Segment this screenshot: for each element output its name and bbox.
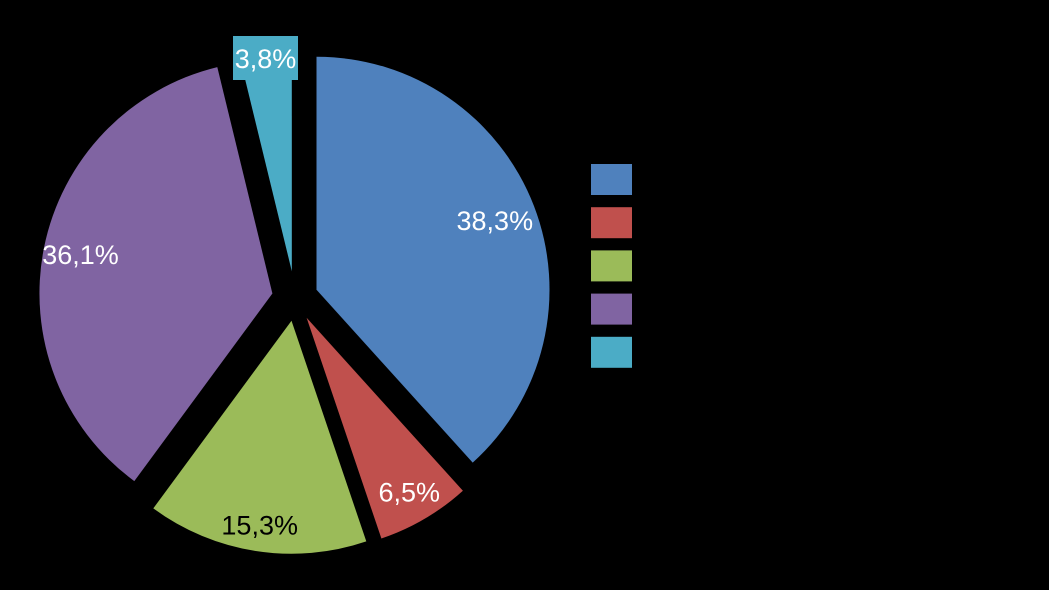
- legend-swatch-1: [591, 164, 632, 195]
- pie-labels: 38,3% 6,5% 15,3% 36,1% 3,8%: [42, 36, 533, 541]
- pie-slice-5-label: 3,8%: [235, 44, 297, 74]
- legend-swatch-5: [591, 336, 632, 368]
- pie-slice-4-label: 36,1%: [42, 240, 119, 270]
- pie-slice-5: [236, 38, 292, 272]
- pie-slice-5-callout-box: [233, 36, 298, 80]
- pie-slice-1: [316, 56, 550, 463]
- chart-legend: [591, 164, 632, 368]
- pie-slice-3: [153, 320, 367, 554]
- pie-slice-2-label: 6,5%: [379, 478, 441, 508]
- legend-swatch-2: [591, 207, 632, 239]
- pie-slices: [39, 38, 550, 554]
- pie-slice-1-label: 38,3%: [457, 206, 534, 236]
- pie-slice-3-label: 15,3%: [221, 511, 298, 541]
- legend-swatch-3: [591, 250, 632, 282]
- pie-slice-4: [39, 67, 273, 482]
- legend-swatch-4: [591, 293, 632, 325]
- pie-slice-2: [306, 317, 463, 539]
